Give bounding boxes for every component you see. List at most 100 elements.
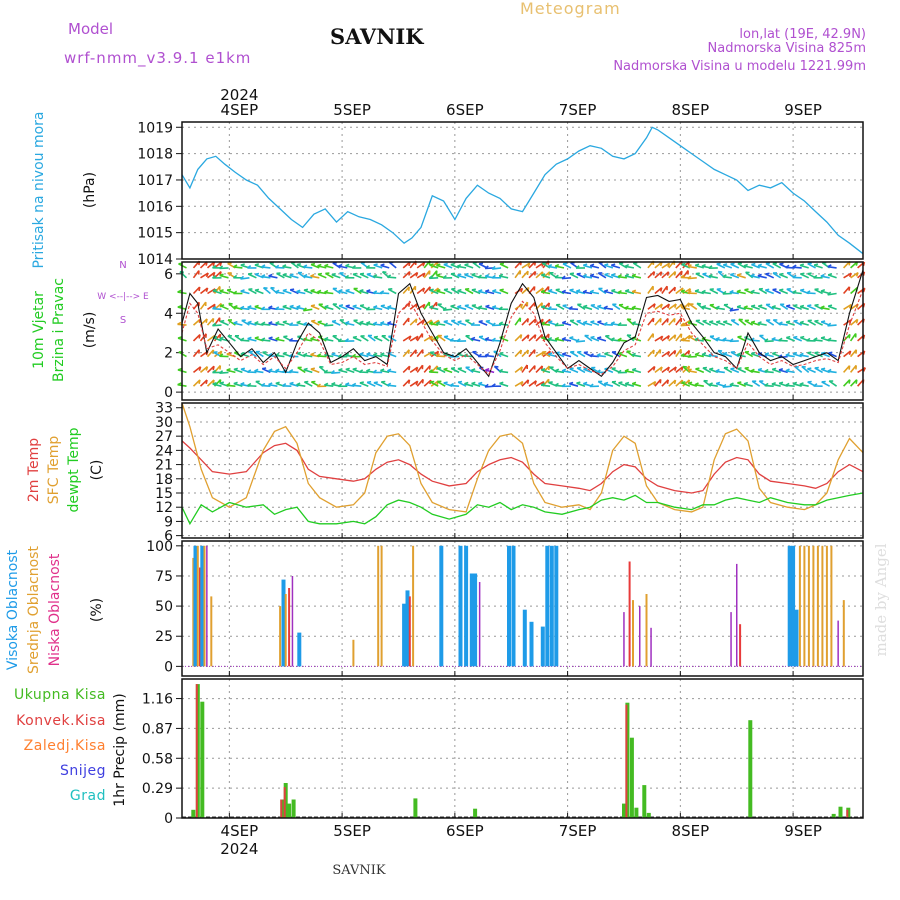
wind-arrow (738, 318, 747, 326)
wind-arrow-head (219, 289, 224, 292)
wind-arrow-head (806, 337, 811, 342)
wind-arrow (437, 303, 446, 310)
wind-arrow (261, 384, 271, 387)
wind-arrow-head (603, 381, 609, 385)
wind-arrow-head (498, 306, 503, 310)
wind-arrow (485, 354, 495, 358)
wind-arrow (212, 336, 222, 342)
wind-arrow (464, 273, 474, 279)
wind-arrow-head (527, 262, 531, 268)
wind-arrow (793, 304, 803, 311)
wind-arrow-head (771, 336, 776, 341)
wind-arrow (268, 322, 278, 326)
wind-arrow (604, 290, 614, 295)
wind-arrow (233, 368, 243, 374)
wind-arrow (541, 274, 551, 279)
wind-arrow (736, 274, 746, 279)
wind-arrow (219, 320, 229, 326)
wind-arrow-head (718, 349, 723, 352)
wind-arrow (668, 303, 677, 310)
wind-arrow-head (485, 304, 490, 308)
wind-arrow (647, 303, 656, 310)
wind-arrow (499, 323, 509, 326)
wind-arrow (317, 265, 327, 269)
wind-arrow-head (268, 368, 273, 372)
wind-arrow (561, 338, 572, 342)
wind-arrow-head (694, 263, 700, 267)
wind-arrow (359, 353, 369, 358)
wind-arrow-head (576, 319, 581, 322)
wind-arrow-head (569, 381, 574, 385)
wind-arrow-head (275, 289, 280, 293)
wind-arrow (850, 271, 859, 279)
wind-arrow-head (380, 263, 385, 267)
wind-arrow (786, 336, 795, 342)
wind-arrow (750, 321, 760, 326)
y-tick-label: 24 (155, 443, 173, 459)
wind-arrow-head (205, 379, 208, 385)
wind-arrow (310, 290, 320, 295)
wind-arrow-head (261, 382, 266, 387)
wind-arrow-head (331, 272, 336, 276)
wind-arrow (409, 318, 418, 326)
wind-arrow-head (541, 304, 546, 308)
wind-arrow (654, 261, 663, 269)
wind-arrow-head (219, 381, 225, 385)
cloud-bar (522, 609, 527, 667)
wind-arrow (547, 265, 558, 269)
wind-arrow-head (177, 336, 183, 339)
wind-arrow (276, 272, 285, 279)
wind-arrow-head (233, 305, 238, 308)
wind-arrow (604, 368, 614, 374)
wind-arrow-head (722, 383, 727, 388)
wind-arrow-head (603, 305, 608, 309)
wind-arrow-head (660, 303, 663, 309)
cloud-bar (199, 567, 201, 667)
wind-arrow (289, 305, 299, 311)
wind-arrow (654, 317, 662, 326)
wind-arrow (597, 380, 607, 387)
wind-arrow (212, 307, 222, 311)
cloud-bar (639, 606, 641, 667)
wind-arrow (744, 351, 754, 358)
wind-arrow (624, 307, 635, 311)
wind-arrow-head (561, 275, 566, 280)
wind-arrow (541, 369, 551, 374)
wind-arrow (668, 349, 676, 358)
cloud-bar (825, 545, 828, 667)
wind-arrow-head (478, 381, 483, 385)
precip-legend-item: Grad (70, 788, 106, 804)
wind-arrow (857, 367, 866, 374)
wind-arrow (261, 367, 271, 374)
wind-arrow (597, 272, 607, 279)
x-tick-label-bottom: 9SEP (784, 822, 822, 840)
wind-arrow-head (772, 367, 777, 371)
wind-arrow-head (701, 352, 707, 356)
wind-arrow-head (548, 288, 553, 292)
wind-arrow (416, 349, 424, 358)
wind-arrow (303, 275, 313, 279)
wind-arrow-head (520, 288, 524, 293)
wind-arrow-head (457, 288, 462, 292)
cloud-bar (816, 545, 819, 667)
wind-arrow-head (415, 335, 419, 341)
wind-arrow-head (730, 262, 735, 265)
wind-arrow (402, 335, 412, 342)
wind-arrow-head (575, 265, 580, 269)
wind-arrow (241, 319, 250, 326)
wind-arrow-head (338, 304, 344, 307)
wind-arrow (310, 368, 320, 374)
wind-arrow (457, 290, 467, 295)
y-tick-label: 1017 (137, 173, 173, 189)
wind-arrow (751, 380, 761, 387)
wind-arrow (562, 263, 572, 269)
wind-arrow-head (471, 288, 476, 291)
wind-arrow-head (436, 289, 441, 292)
wind-arrow-head (597, 320, 602, 323)
wind-arrow (353, 319, 362, 326)
y-tick-label: 1015 (137, 226, 173, 242)
wind-arrow-head (268, 305, 273, 309)
ylabel-wind-2: Brzina i Pravac (51, 278, 67, 382)
wind-arrow-head (491, 337, 496, 342)
